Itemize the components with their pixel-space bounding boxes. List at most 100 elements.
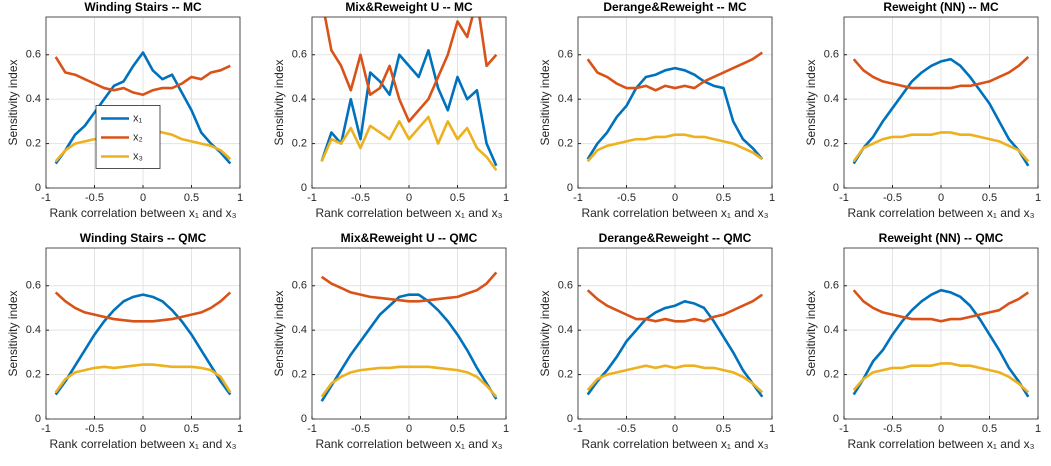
- x-tick-label: -0.5: [883, 192, 902, 204]
- y-tick-label: 0.4: [558, 324, 573, 336]
- y-axis-label: Sensitivity index: [6, 290, 20, 376]
- data-line: [586, 51, 764, 92]
- x-tick-label: -0.5: [85, 192, 104, 204]
- axes-frame: [311, 16, 507, 189]
- y-axis-label: Sensitivity index: [804, 290, 818, 376]
- axes-frame: [577, 247, 773, 420]
- y-axis-label: Sensitivity index: [804, 59, 818, 145]
- data-line: [54, 56, 231, 97]
- x-tick-label: -1: [573, 423, 583, 435]
- data-line: [320, 271, 498, 303]
- x-tick-label: -0.5: [883, 423, 902, 435]
- y-tick-label: 0.4: [26, 324, 41, 336]
- data-line: [852, 289, 1030, 323]
- series-group: [586, 289, 764, 398]
- y-tick-label: 0.2: [26, 368, 41, 380]
- chart-title: Reweight (NN) -- MC: [883, 0, 999, 14]
- data-line: [54, 363, 232, 394]
- chart-title: Winding Stairs -- MC: [84, 0, 202, 14]
- data-line: [320, 365, 498, 398]
- y-tick-label: 0: [35, 413, 41, 425]
- chart-title: Mix&Reweight U -- MC: [345, 0, 473, 14]
- x-tick-label: 0.5: [450, 192, 465, 204]
- data-line: [320, 115, 498, 171]
- legend-label: x₁: [133, 112, 143, 124]
- x-tick-label: 1: [1035, 423, 1041, 435]
- x-tick-label: -0.5: [351, 192, 370, 204]
- y-tick-label: 0.6: [558, 49, 573, 61]
- series-group: [852, 288, 1030, 398]
- y-tick-label: 0: [833, 413, 839, 425]
- x-tick-label: -0.5: [617, 192, 636, 204]
- y-tick-label: 0: [833, 182, 839, 194]
- y-tick-label: 0.6: [558, 280, 573, 292]
- data-line: [852, 362, 1030, 394]
- chart-title: Derange&Reweight -- QMC: [599, 231, 752, 245]
- axes-frame: [45, 16, 241, 189]
- legend-label: x₂: [133, 131, 143, 143]
- x-axis-label: Rank correlation between x₁ and x₃: [315, 437, 502, 451]
- y-tick-label: 0.4: [824, 93, 839, 105]
- y-axis-label: Sensitivity index: [538, 59, 552, 145]
- series-group: [320, 17, 498, 171]
- data-line: [54, 51, 232, 165]
- legend: x₁ x₂ x₃: [95, 105, 161, 169]
- chart-title: Reweight (NN) -- QMC: [879, 231, 1004, 245]
- x-tick-label: 0: [406, 423, 412, 435]
- axes-frame: [577, 16, 773, 189]
- x-axis-label: Rank correlation between x₁ and x₃: [847, 206, 1034, 220]
- series-group: [852, 56, 1030, 167]
- x-tick-label: -1: [41, 192, 51, 204]
- x-axis-label: Rank correlation between x₁ and x₃: [49, 206, 236, 220]
- x-tick-label: -0.5: [85, 423, 104, 435]
- y-tick-label: 0.2: [558, 368, 573, 380]
- subplot: -1 -0.5 0 0.5 1 0 0.2 0.4 0.6 Reweight (NN) -- QM…: [804, 231, 1041, 451]
- x-tick-label: 0: [938, 423, 944, 435]
- subplot: -1 -0.5 0 0.5 1 0 0.2 0.4 0.6 Mix&Reweight U -- Q…: [272, 231, 509, 451]
- y-tick-label: 0.2: [558, 137, 573, 149]
- y-tick-label: 0.2: [824, 368, 839, 380]
- x-tick-label: 0: [406, 192, 412, 204]
- y-axis-label: Sensitivity index: [538, 290, 552, 376]
- x-axis-label: Rank correlation between x₁ and x₃: [581, 437, 768, 451]
- axes-frame: [843, 16, 1039, 189]
- subplot: -1 -0.5 0 0.5 1 0 0.2 0.4 0.6 Mix&Reweight U -- M…: [272, 0, 509, 220]
- x-tick-label: -1: [307, 423, 317, 435]
- x-tick-label: -1: [839, 423, 849, 435]
- x-tick-label: 0: [140, 192, 146, 204]
- y-tick-label: 0: [301, 413, 307, 425]
- x-axis-label: Rank correlation between x₁ and x₃: [315, 206, 502, 220]
- data-line: [586, 66, 764, 160]
- y-tick-label: 0: [35, 182, 41, 194]
- data-line: [852, 288, 1030, 398]
- subplot: -1 -0.5 0 0.5 1 0 0.2 0.4 0.6 Reweight (NN) -- MC…: [804, 0, 1041, 220]
- x-tick-label: 1: [1035, 192, 1041, 204]
- chart-title: Derange&Reweight -- MC: [603, 0, 747, 14]
- y-tick-label: 0: [567, 413, 573, 425]
- x-axis-label: Rank correlation between x₁ and x₃: [847, 437, 1034, 451]
- x-tick-label: 1: [237, 423, 243, 435]
- y-tick-label: 0.6: [26, 49, 41, 61]
- x-tick-label: 1: [503, 192, 509, 204]
- y-tick-label: 0.4: [292, 93, 307, 105]
- series-group: [54, 291, 232, 396]
- x-tick-label: -1: [839, 192, 849, 204]
- data-line: [320, 49, 498, 167]
- x-tick-label: 0: [140, 423, 146, 435]
- y-tick-label: 0.4: [824, 324, 839, 336]
- y-tick-label: 0.4: [292, 324, 307, 336]
- data-line: [54, 293, 232, 396]
- subplot: -1 -0.5 0 0.5 1 0 0.2 0.4 0.6 Winding Stairs -- M…: [6, 0, 243, 220]
- y-tick-label: 0.6: [26, 280, 41, 292]
- x-tick-label: 0.5: [716, 423, 731, 435]
- chart-title: Winding Stairs -- QMC: [80, 231, 207, 245]
- series-group: [586, 51, 764, 163]
- y-tick-label: 0.6: [824, 49, 839, 61]
- axes-frame: [45, 247, 241, 420]
- y-tick-label: 0.6: [292, 280, 307, 292]
- data-line: [586, 133, 764, 163]
- y-tick-label: 0.2: [292, 368, 307, 380]
- axes-frame: [843, 247, 1039, 420]
- x-tick-label: 0: [672, 192, 678, 204]
- subplot: -1 -0.5 0 0.5 1 0 0.2 0.4 0.6 Winding Stairs -- Q…: [6, 231, 243, 451]
